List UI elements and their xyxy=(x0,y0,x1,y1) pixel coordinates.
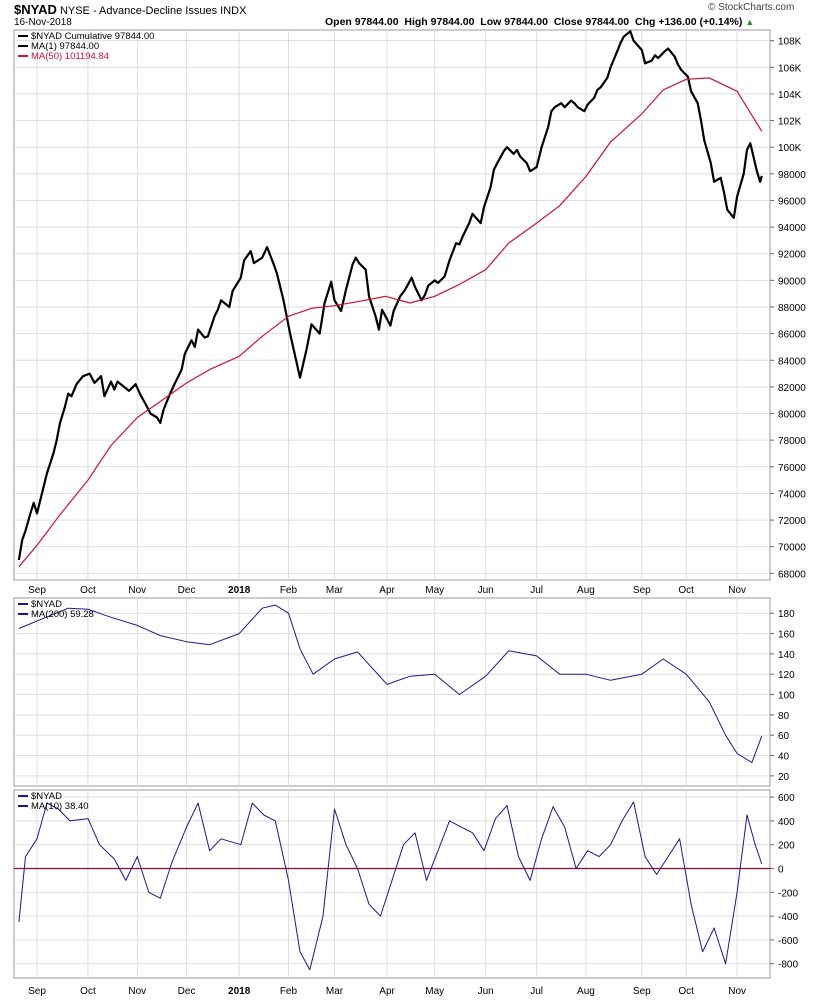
x-tick-label: Nov xyxy=(728,986,746,997)
x-tick-label: Feb xyxy=(280,585,298,596)
y-tick-label: 96000 xyxy=(778,196,806,207)
x-tick-label: Nov xyxy=(128,986,146,997)
x-tick-label: Apr xyxy=(379,986,395,997)
x-tick-label: Jul xyxy=(530,986,543,997)
y-tick-label: 86000 xyxy=(778,330,806,341)
y-tick-label: 140 xyxy=(778,650,795,661)
main-frame xyxy=(13,29,771,581)
bottom-series-line xyxy=(18,801,763,971)
x-tick-label: 2018 xyxy=(228,585,251,596)
x-tick-label: 2018 xyxy=(228,986,251,997)
y-tick-label: 80000 xyxy=(778,410,806,421)
legend-label: MA(200) 59.28 xyxy=(31,609,94,620)
main-series-line xyxy=(17,30,763,561)
high-value: High 97844.00 xyxy=(404,16,475,28)
x-tick-label: Mar xyxy=(326,585,344,596)
x-tick-label: May xyxy=(425,585,444,596)
y-tick-label: 92000 xyxy=(778,250,806,261)
y-tick-label: 70000 xyxy=(778,543,806,554)
x-tick-label: Feb xyxy=(280,986,298,997)
y-tick-label: 106K xyxy=(778,63,802,74)
x-tick-label: Nov xyxy=(728,585,746,596)
x-tick-label: Dec xyxy=(178,585,196,596)
x-tick-label: Sep xyxy=(633,986,651,997)
y-tick-label: 100K xyxy=(778,143,802,154)
quote-date: 16-Nov-2018 xyxy=(14,17,72,28)
legend-label: $NYAD Cumulative 97844.00 xyxy=(31,31,154,42)
x-tick-label: Oct xyxy=(678,986,694,997)
y-tick-label: 40 xyxy=(778,752,790,763)
x-tick-label: Oct xyxy=(80,585,96,596)
low-value: Low 97844.00 xyxy=(480,16,548,28)
y-tick-label: 88000 xyxy=(778,303,806,314)
legend-label: $NYAD xyxy=(31,599,62,610)
x-tick-label: Apr xyxy=(379,585,395,596)
legend-label: MA(50) 101194.84 xyxy=(31,51,109,62)
x-tick-label: Aug xyxy=(577,585,595,596)
y-tick-label: 74000 xyxy=(778,489,806,500)
x-tick-label: Sep xyxy=(28,986,46,997)
y-tick-label: -800 xyxy=(778,960,798,971)
y-tick-label: 108K xyxy=(778,37,802,48)
y-tick-label: 0 xyxy=(778,865,784,876)
x-tick-label: Nov xyxy=(128,585,146,596)
y-tick-label: -400 xyxy=(778,912,798,923)
y-tick-label: 600 xyxy=(778,793,795,804)
exchange: INDX xyxy=(220,5,247,17)
change-arrow-icon: ▲ xyxy=(745,17,755,27)
y-tick-label: 102K xyxy=(778,117,802,128)
x-tick-label: Jun xyxy=(478,986,494,997)
x-tick-label: Sep xyxy=(633,585,651,596)
y-tick-label: 90000 xyxy=(778,276,806,287)
y-tick-label: 82000 xyxy=(778,383,806,394)
bottom-frame xyxy=(13,789,771,979)
x-tick-label: May xyxy=(425,986,444,997)
instrument-name: NYSE - Advance-Decline Issues xyxy=(59,5,218,17)
y-tick-label: 84000 xyxy=(778,356,806,367)
x-tick-label: Sep xyxy=(28,585,46,596)
y-tick-label: 20 xyxy=(778,772,790,783)
y-tick-label: -600 xyxy=(778,936,798,947)
x-tick-label: Oct xyxy=(80,986,96,997)
x-tick-label: Jun xyxy=(478,585,494,596)
y-tick-label: 200 xyxy=(778,841,795,852)
y-tick-label: 78000 xyxy=(778,436,806,447)
y-tick-label: 72000 xyxy=(778,516,806,527)
y-tick-label: 60 xyxy=(778,731,790,742)
y-tick-label: 76000 xyxy=(778,463,806,474)
middle-series-line xyxy=(18,604,763,764)
middle-frame xyxy=(13,597,771,787)
y-tick-label: 98000 xyxy=(778,170,806,181)
x-tick-label: Oct xyxy=(678,585,694,596)
x-tick-label: Jul xyxy=(530,585,543,596)
stockcharts-watermark: © StockCharts.com xyxy=(708,2,795,13)
y-tick-label: 400 xyxy=(778,817,795,828)
close-value: Close 97844.00 xyxy=(553,16,630,28)
y-tick-label: 120 xyxy=(778,670,795,681)
y-tick-label: 94000 xyxy=(778,223,806,234)
bottom-panel: -800 -600 -400 -200 0 200 400 600 Sep Oct Nov Dec 20… xyxy=(13,789,798,997)
y-tick-label: 104K xyxy=(778,90,802,101)
y-tick-label: 160 xyxy=(778,630,795,641)
y-tick-label: 180 xyxy=(778,609,795,620)
x-tick-label: Aug xyxy=(577,986,595,997)
legend-label: MA(1) 97844.00 xyxy=(31,41,99,52)
open-value: Open 97844.00 xyxy=(325,16,399,28)
change-value: Chg +136.00 (+0.14%) xyxy=(635,16,743,28)
legend-label: MA(10) 38.40 xyxy=(31,801,89,812)
y-tick-label: 68000 xyxy=(778,569,806,580)
x-tick-label: Dec xyxy=(178,986,196,997)
symbol: $NYAD xyxy=(14,2,57,17)
legend-label: $NYAD xyxy=(31,791,62,802)
y-tick-label: 80 xyxy=(778,711,790,722)
y-tick-label: 100 xyxy=(778,691,795,702)
y-tick-label: -200 xyxy=(778,888,798,899)
main-panel: 68000 70000 72000 74000 76000 78000 80000 82000… xyxy=(13,29,806,596)
x-tick-label: Mar xyxy=(326,986,344,997)
main-series-line xyxy=(18,77,763,568)
